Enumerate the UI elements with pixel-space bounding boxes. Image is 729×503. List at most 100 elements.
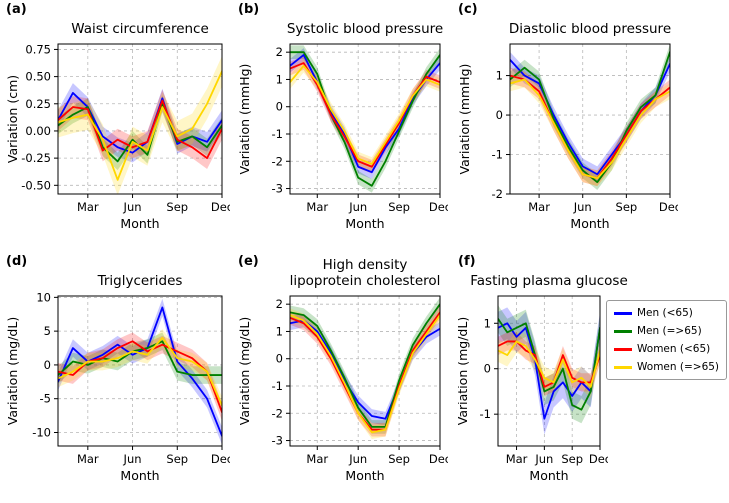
y-tick-label: 0 [496,108,503,122]
panel-label-e: (e) [238,254,259,269]
y-tick-label: -1 [272,127,283,141]
axes-frame [289,295,441,447]
confidence-band [58,95,222,171]
y-tick-label: 0 [276,352,283,366]
subplot-waist-circumference: (a) Waist circumference -0.50 -0.25 0.00 0.… [0,0,230,250]
confidence-band [58,332,222,384]
legend-item-women-over65: Women (=>65) [614,361,719,373]
y-axis-label: Variation (cm) [6,75,20,163]
legend-line-swatch-women-under65 [614,347,632,351]
confidence-band [510,67,670,187]
y-tick-label: -5 [40,392,51,406]
y-tick-label: 0.25 [25,97,51,111]
confidence-band [58,332,222,421]
panel-label-d: (d) [6,254,28,269]
confidence-band [290,305,440,437]
x-tick-label: Sep [166,452,188,466]
x-tick-label: Sep [388,452,410,466]
x-tick-label: Mar [77,200,99,214]
y-tick-label: -1 [480,407,491,421]
y-tick-label: 5 [44,324,51,338]
y-tick-label: -1 [492,148,503,162]
y-tick-label: 0 [276,100,283,114]
series-line [290,62,440,168]
series-line [498,317,600,411]
panel-label-c: (c) [458,2,478,17]
series-line [498,340,600,388]
series-line [290,314,440,434]
x-tick-label: Dec [429,200,448,214]
legend-item-men-under65: Men (<65) [614,307,719,319]
chart-canvas-c: -2 -1 0 1 Mar Jun Sep Dec Month Variation (mmHg) [458,43,678,231]
axes-frame [497,295,601,447]
axes-frame [57,295,223,447]
confidence-band [58,329,222,415]
legend-label-women-under65: Women (<65) [637,343,711,355]
x-tick-label: Dec [211,200,230,214]
confidence-band [290,313,440,426]
confidence-band [58,298,222,445]
x-axis-label: Month [345,468,384,483]
y-tick-label: 0.75 [25,42,51,56]
series-line [58,99,222,160]
y-axis-label: Variation (mg/dL) [458,317,470,425]
subplot-hdl-cholesterol: (e) High density lipoprotein cholesterol… [232,252,448,502]
confidence-band [498,330,600,399]
subplot-systolic-bp: (b) Systolic blood pressure -3 -2 -1 0 1 2 Mar… [232,0,448,250]
y-tick-label: 0.50 [25,70,51,84]
legend-item-men-over65: Men (=>65) [614,325,719,337]
y-tick-label: -10 [32,425,51,439]
axes-frame [57,43,223,195]
y-tick-label: -2 [272,154,283,168]
y-axis-label: Variation (mg/dL) [238,317,252,425]
subplot-diastolic-bp: (c) Diastolic blood pressure -2 -1 0 1 Mar Ju… [452,0,729,250]
y-tick-label: 0.00 [25,124,51,138]
x-tick-label: Dec [429,452,448,466]
x-tick-label: Sep [616,200,638,214]
plot-area [510,44,670,191]
subplot-fasting-plasma-glucose: (f) Fasting plasma glucose -1 0 1 Mar Jun Sep… [452,252,729,502]
legend: Men (<65) Men (=>65) Women (<65) Women (… [606,300,728,380]
confidence-band [290,45,440,193]
legend-label-men-over65: Men (=>65) [637,325,702,337]
series-line [498,340,600,388]
x-axis-label: Month [345,216,384,231]
x-axis-label: Month [120,216,159,231]
confidence-band [498,307,600,435]
series-line [498,322,600,420]
chart-title-f: Fasting plasma glucose [470,273,628,290]
x-tick-label: Sep [561,452,583,466]
x-axis-label: Month [570,216,609,231]
x-tick-label: Mar [528,200,550,214]
y-tick-label: 2 [276,45,283,59]
chart-title-c: Diastolic blood pressure [508,21,672,38]
y-tick-label: 0 [484,362,491,376]
y-tick-label: 10 [36,290,51,304]
axes-frame [289,43,441,195]
series-line [58,70,222,181]
confidence-band [510,71,670,187]
plot-area [498,305,600,435]
chart-canvas-b: -3 -2 -1 0 1 2 Mar Jun Sep Dec Month Variation (mmH… [238,43,448,231]
series-line [290,51,440,187]
y-tick-label: 1 [276,324,283,338]
series-line [58,336,222,407]
y-tick-label: 2 [276,297,283,311]
x-axis-label: Month [120,468,159,483]
series-line [290,303,440,428]
x-tick-label: Dec [211,452,230,466]
y-tick-label: -2 [492,187,503,201]
y-tick-label: -2 [272,406,283,420]
x-axis-label: Month [529,468,568,483]
x-tick-label: Mar [306,200,328,214]
x-tick-label: Sep [166,200,188,214]
panel-label-b: (b) [238,2,260,17]
confidence-band [290,59,440,171]
x-tick-label: Jun [348,452,367,466]
plot-area [58,55,222,194]
y-tick-label: 0 [44,358,51,372]
chart-title-a: Waist circumference [71,21,209,38]
chart-canvas-f: -1 0 1 Mar Jun Sep Dec Month Variation (mg/dL) [458,295,608,483]
series-line [58,306,222,437]
